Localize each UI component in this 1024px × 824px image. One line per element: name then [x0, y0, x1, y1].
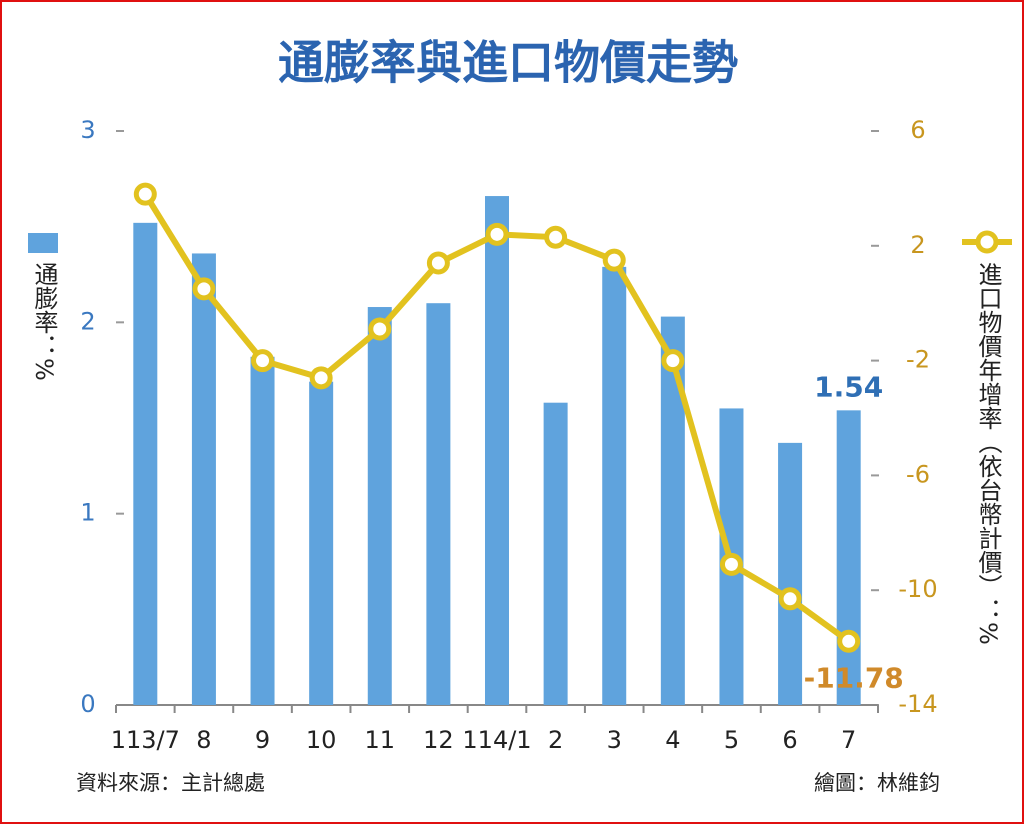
marker: [661, 349, 685, 373]
marker: [544, 225, 568, 249]
y2-tick-label: -6: [906, 460, 930, 488]
bar: [485, 196, 509, 705]
y-tick-label: 1: [80, 499, 95, 527]
bar: [250, 356, 275, 705]
marker: [837, 629, 861, 653]
y2-tick-label: 6: [910, 116, 925, 144]
y2-tick-label: 2: [910, 231, 925, 259]
credit: 繪圖：林維鈞: [814, 771, 940, 795]
x-tick-label: 3: [607, 726, 622, 754]
marker: [251, 349, 275, 373]
legend-label: 進口物價年增率（依台幣計價）：%: [974, 262, 1002, 645]
marker: [602, 248, 626, 272]
y2-tick-label: -14: [898, 690, 937, 718]
x-tick-label: 5: [724, 726, 739, 754]
marker: [426, 251, 450, 275]
y2-tick-label: -10: [898, 575, 937, 603]
value-label: 1.54: [814, 370, 883, 403]
marker: [485, 222, 509, 246]
marker: [309, 366, 333, 390]
marker: [778, 587, 802, 611]
x-tick-label: 2: [548, 726, 563, 754]
x-tick-label: 6: [782, 726, 797, 754]
x-tick-label: 7: [841, 726, 856, 754]
x-tick-label: 4: [665, 726, 680, 754]
legend-marker-icon: [975, 230, 999, 254]
x-tick-label: 9: [255, 726, 270, 754]
marker: [719, 552, 743, 576]
bar: [426, 303, 451, 705]
chart-title: 通膨率與進口物價走勢: [278, 36, 738, 90]
bar: [133, 222, 158, 705]
x-tick-label: 114/1: [462, 726, 531, 754]
bar: [367, 307, 392, 705]
x-tick-label: 113/7: [111, 726, 180, 754]
marker: [368, 317, 392, 341]
x-tick-label: 12: [423, 726, 454, 754]
bar: [778, 442, 803, 705]
bar: [309, 381, 334, 705]
x-tick-label: 11: [364, 726, 395, 754]
value-label: -11.78: [804, 661, 904, 694]
legend-label: 通膨率：%: [30, 262, 58, 381]
x-tick-label: 8: [196, 726, 211, 754]
x-tick-label: 10: [306, 726, 337, 754]
y-tick-label: 2: [80, 307, 95, 335]
legend-bar-icon: [28, 233, 58, 253]
marker: [192, 277, 216, 301]
source: 資料來源：主計總處: [76, 771, 265, 795]
y-tick-label: 3: [80, 116, 95, 144]
y2-tick-label: -2: [906, 346, 930, 374]
bar: [602, 266, 627, 705]
bar: [543, 402, 568, 705]
marker: [133, 182, 157, 206]
bar: [191, 253, 216, 705]
bar: [660, 316, 685, 705]
y-tick-label: 0: [80, 690, 95, 718]
bar: [836, 410, 861, 705]
